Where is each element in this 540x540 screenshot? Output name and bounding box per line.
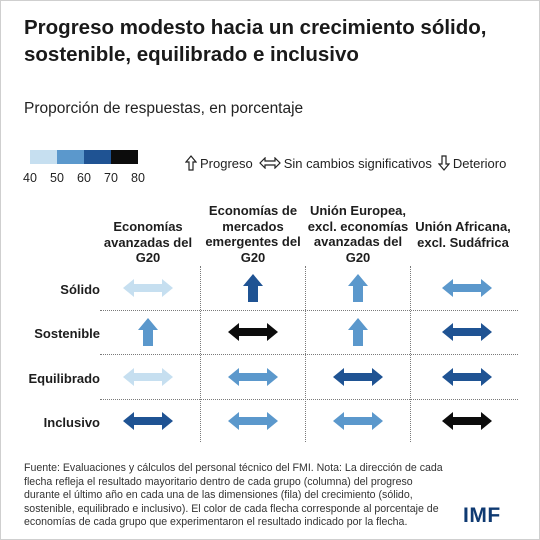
legend-item-same: Sin cambios significativos: [258, 155, 432, 171]
scale-swatch-3: [84, 150, 111, 164]
arrow-same-r1-c3: [442, 323, 492, 341]
grid-hline: [100, 399, 518, 400]
scale-swatch-2: [57, 150, 84, 164]
scale-label: 80: [131, 171, 145, 185]
legend-item-progress: Progreso: [185, 155, 253, 171]
chart-title: Progreso modesto hacia un crecimiento só…: [24, 16, 487, 66]
arrow-same-r3-c0: [123, 412, 173, 430]
scale-swatch-4: [111, 150, 138, 164]
arrow-same-r1-c1: [228, 323, 278, 341]
source-note: Fuente: Evaluaciones y cálculos del pers…: [24, 462, 443, 529]
grid-hline: [100, 310, 518, 311]
row-header-balanced: Equilibrado: [28, 371, 101, 386]
chart-subtitle: Proporción de respuestas, en porcentaje: [24, 100, 304, 117]
scale-label: 70: [104, 171, 118, 185]
arrow-up-r0-c1: [243, 274, 263, 302]
arrow-up-r1-c0: [138, 318, 158, 346]
down-arrow-outline-icon: [437, 155, 450, 171]
legend-item-decline: Deterioro: [437, 155, 507, 171]
row-header-solid: Sólido: [60, 282, 100, 297]
scale-label: 50: [50, 171, 64, 185]
legend-label-same: Sin cambios significativos: [283, 155, 432, 171]
left-right-arrow-outline-icon: [258, 157, 281, 169]
scale-label: 60: [77, 171, 91, 185]
scale-swatch-1: [30, 150, 57, 164]
column-header-au: Unión Africana, excl. Sudáfrica: [415, 219, 511, 250]
arrow-same-r3-c1: [228, 412, 278, 430]
arrow-same-r2-c3: [442, 368, 492, 386]
arrow-same-r2-c0: [123, 368, 173, 386]
column-header-advanced: Economías avanzadas del G20: [103, 219, 193, 265]
imf-logo: IMF: [463, 504, 501, 527]
arrow-same-r3-c2: [333, 412, 383, 430]
up-arrow-outline-icon: [185, 155, 197, 171]
arrow-same-r2-c2: [333, 368, 383, 386]
legend: Progreso Sin cambios significativos Dete…: [185, 155, 512, 171]
arrow-same-r2-c1: [228, 368, 278, 386]
arrow-up-r1-c2: [348, 318, 368, 346]
color-scale: 40 50 60 70 80: [23, 150, 150, 187]
legend-label-progress: Progreso: [200, 155, 253, 171]
column-header-emerging: Economías de mercados emergentes del G20: [205, 203, 301, 265]
arrow-same-r3-c3: [442, 412, 492, 430]
row-header-inclusive: Inclusivo: [43, 415, 100, 430]
legend-label-decline: Deterioro: [452, 155, 507, 171]
arrow-same-r0-c0: [123, 279, 173, 297]
row-header-sustainable: Sostenible: [34, 326, 100, 341]
column-header-eu: Unión Europea, excl. economías avanzadas…: [307, 203, 409, 265]
arrow-same-r0-c3: [442, 279, 492, 297]
arrow-up-r0-c2: [348, 274, 368, 302]
scale-label: 40: [23, 171, 37, 185]
grid-hline: [100, 354, 518, 355]
